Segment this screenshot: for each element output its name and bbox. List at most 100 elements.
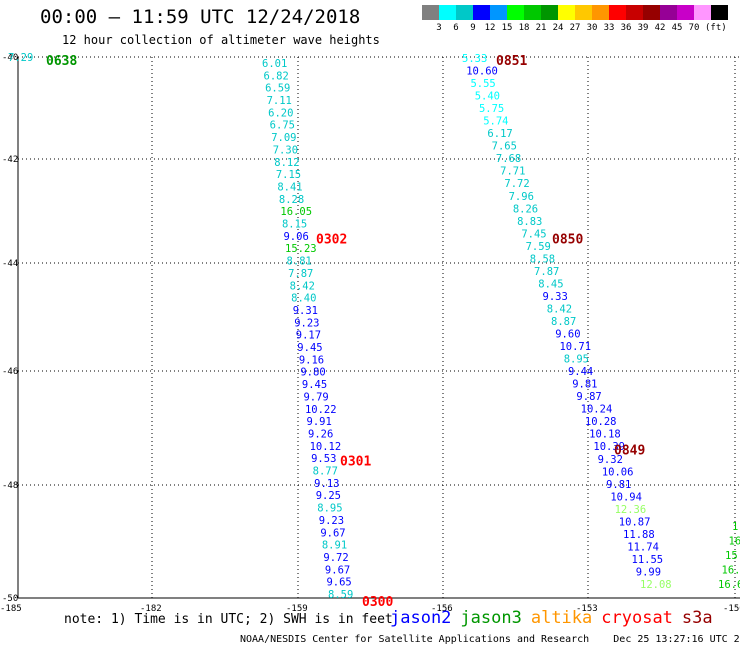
swh-value: 7.72 bbox=[504, 178, 529, 190]
swh-value: 8.40 bbox=[291, 293, 316, 305]
swh-value: 10.87 bbox=[619, 516, 651, 528]
swh-value: 6.75 bbox=[270, 120, 295, 132]
swh-value: 8.81 bbox=[287, 256, 312, 268]
swh-value: 8.45 bbox=[538, 278, 563, 290]
swh-value: 9.67 bbox=[320, 527, 345, 539]
satellite-name: altika bbox=[530, 608, 593, 628]
swh-value: 5.74 bbox=[483, 116, 508, 128]
swh-value: 16.7 bbox=[722, 565, 740, 577]
swh-value: 9.53 bbox=[311, 453, 336, 465]
swh-value: 6.59 bbox=[265, 83, 290, 95]
scale-label: 21 bbox=[535, 23, 547, 33]
swh-value: 6.01 bbox=[262, 58, 287, 70]
lon-label: -156 bbox=[431, 604, 453, 614]
lon-label: -153 bbox=[576, 604, 598, 614]
swh-value: 7.68 bbox=[496, 153, 521, 165]
chart-subtitle: 12 hour collection of altimeter wave hei… bbox=[62, 33, 380, 47]
swh-value: 16.65 bbox=[718, 579, 740, 591]
satellite-name: jason2 bbox=[390, 608, 452, 628]
swh-value: 8.41 bbox=[277, 181, 302, 193]
scale-swatch bbox=[422, 5, 439, 20]
swh-value: 8.95 bbox=[317, 503, 342, 515]
swh-value: 9.13 bbox=[314, 478, 339, 490]
swh-value: 6.17 bbox=[487, 128, 512, 140]
swh-value: 10.24 bbox=[581, 404, 613, 416]
swh-value: 8.58 bbox=[530, 253, 555, 265]
swh-value: 16.05 bbox=[280, 206, 312, 218]
swh-value: 8.95 bbox=[564, 354, 589, 366]
time-label: 0850 bbox=[552, 233, 583, 248]
chart-title: 00:00 – 11:59 UTC 12/24/2018 bbox=[40, 6, 361, 28]
scale-label: 36 bbox=[620, 23, 632, 33]
swh-value: 10.71 bbox=[559, 341, 591, 353]
swh-value: 10.28 bbox=[585, 416, 617, 428]
scale-swatch bbox=[609, 5, 626, 20]
scale-swatch bbox=[592, 5, 609, 20]
satellite-legend: jason2 jason3 altika cryosat s3a bbox=[390, 608, 722, 628]
swh-value: 15.23 bbox=[285, 243, 317, 255]
swh-value: 6.82 bbox=[264, 70, 289, 82]
swh-value: 9.91 bbox=[307, 416, 332, 428]
swh-value: 9.17 bbox=[296, 330, 321, 342]
time-label: 0638 bbox=[46, 54, 77, 69]
swh-value: 9.99 bbox=[636, 566, 661, 578]
swh-value: 9.81 bbox=[606, 479, 631, 491]
scale-swatch bbox=[575, 5, 592, 20]
lon-label: -159 bbox=[286, 604, 308, 614]
swh-value: 8.59 bbox=[328, 589, 353, 601]
swh-value: 9.26 bbox=[308, 428, 333, 440]
time-label: 0851 bbox=[496, 54, 527, 69]
swh-value: 7.59 bbox=[526, 241, 551, 253]
swh-value: 9.60 bbox=[555, 329, 580, 341]
swh-value: 9.67 bbox=[325, 564, 350, 576]
scale-swatch bbox=[524, 5, 541, 20]
swh-value: 10.39 bbox=[593, 441, 625, 453]
swh-value: 10.12 bbox=[310, 441, 342, 453]
swh-value: 7.87 bbox=[288, 268, 313, 280]
swh-value: 12.36 bbox=[615, 504, 647, 516]
swh-value: 7.87 bbox=[534, 266, 559, 278]
swh-value: 15. bbox=[725, 550, 740, 562]
scale-label: 30 bbox=[586, 23, 598, 33]
swh-value: 8.77 bbox=[313, 466, 338, 478]
lat-label: -48 bbox=[2, 481, 18, 491]
swh-value: 9.31 bbox=[293, 305, 318, 317]
swh-value: 8.26 bbox=[513, 203, 538, 215]
scale-label: 42 bbox=[654, 23, 666, 33]
swh-value: 9.65 bbox=[326, 577, 351, 589]
scale-label: 45 bbox=[671, 23, 683, 33]
scale-label: 9 bbox=[470, 23, 476, 33]
scale-label: 15 bbox=[501, 23, 513, 33]
swh-value: 7.65 bbox=[492, 141, 517, 153]
lat-label: -50 bbox=[2, 594, 18, 604]
swh-value: 8.28 bbox=[279, 194, 304, 206]
swh-value: 11.55 bbox=[632, 554, 664, 566]
swh-value: 9.23 bbox=[294, 317, 319, 329]
scale-swatch bbox=[473, 5, 490, 20]
swh-value: 11.74 bbox=[627, 541, 659, 553]
scale-units: (ft) bbox=[705, 23, 727, 33]
swh-value: 12.08 bbox=[640, 579, 672, 591]
scale-swatch bbox=[660, 5, 677, 20]
scale-swatch bbox=[490, 5, 507, 20]
swh-value: 8.42 bbox=[290, 280, 315, 292]
track-layer: 7.29 0638 6.016.826.597.116.206.757.097.30… bbox=[8, 52, 740, 610]
swh-value: 8.42 bbox=[547, 303, 572, 315]
scale-swatch bbox=[694, 5, 711, 20]
satellite-name: s3a bbox=[681, 608, 713, 628]
scale-label: 33 bbox=[603, 23, 615, 33]
footer-note: note: 1) Time is in UTC; 2) SWH is in fe… bbox=[64, 612, 393, 627]
swh-value: 9.16 bbox=[299, 354, 324, 366]
scale-swatch bbox=[626, 5, 643, 20]
swh-value: 9.79 bbox=[303, 391, 328, 403]
scale-swatch bbox=[507, 5, 524, 20]
scale-label: 12 bbox=[484, 23, 496, 33]
axis-labels: -40 -42 -44 -46 -48 -50-185 -182 -159 -156 -153 -1… bbox=[0, 53, 740, 614]
swh-value: 9.45 bbox=[302, 379, 327, 391]
swh-value: 9.25 bbox=[316, 490, 341, 502]
swh-value: 10.94 bbox=[610, 491, 642, 503]
scale-swatch bbox=[439, 5, 456, 20]
swh-value: 10.22 bbox=[305, 404, 337, 416]
swh-value: 8.87 bbox=[551, 316, 576, 328]
